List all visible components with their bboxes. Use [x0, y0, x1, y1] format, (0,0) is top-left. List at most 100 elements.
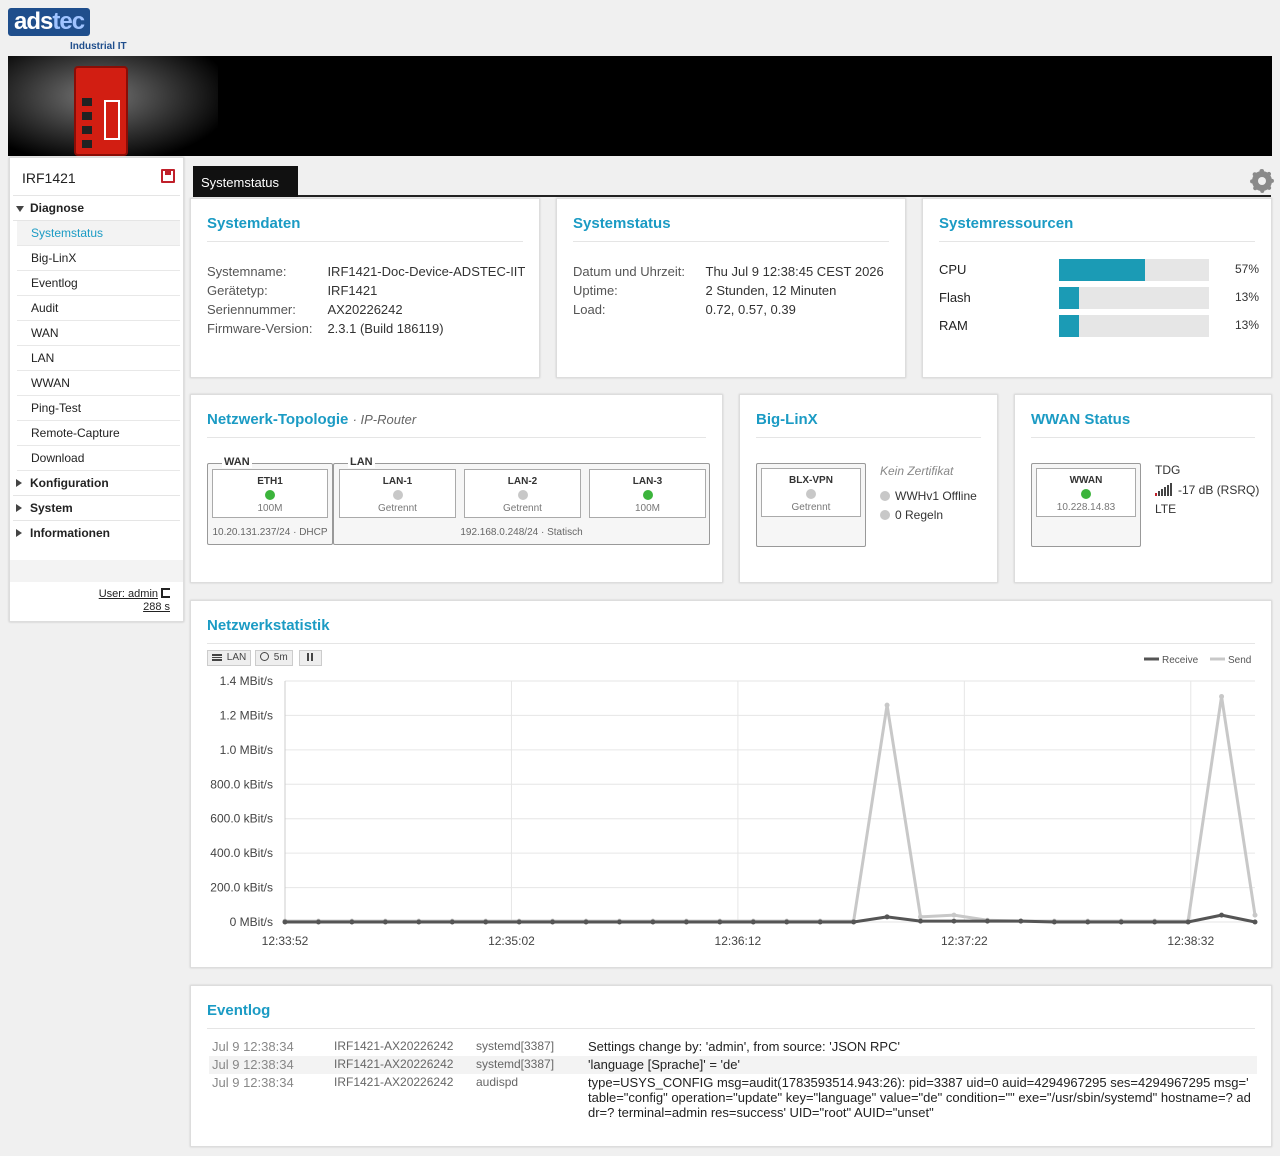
user-link[interactable]: User: admin — [98, 588, 158, 600]
data-point-receive — [1185, 919, 1191, 925]
data-point-receive — [1118, 919, 1124, 925]
wwan-ip: 10.228.14.83 — [1056, 502, 1116, 513]
logo-mark: adstec — [8, 8, 91, 36]
chevron-right-icon — [16, 479, 22, 487]
data-point-receive — [449, 919, 455, 925]
port-name: LAN-3 — [632, 476, 663, 487]
label-seriennummer: Seriennummer: — [207, 302, 296, 317]
port-lan-3[interactable]: LAN-3 100M — [589, 469, 706, 518]
router-device-image — [74, 66, 128, 156]
pause-button[interactable] — [299, 650, 322, 666]
label-geraetetyp: Gerätetyp: — [207, 283, 268, 298]
event-message: Settings change by: 'admin', from source… — [588, 1039, 900, 1054]
sidebar-item-big-linx[interactable]: Big-LinX — [17, 246, 180, 271]
nav-group-system[interactable]: System — [13, 496, 180, 521]
wwan-box[interactable]: WWAN 10.228.14.83 — [1036, 468, 1136, 517]
data-point-receive — [483, 919, 489, 925]
user-info: User: admin 288 s — [10, 588, 183, 614]
sidebar-item-systemstatus[interactable]: Systemstatus — [17, 221, 180, 246]
interval-select-button[interactable]: 5m — [255, 650, 293, 666]
tab-bar: Systemstatus — [193, 165, 1274, 197]
value-geraetetyp: IRF1421 — [327, 283, 378, 298]
resource-label: RAM — [939, 318, 968, 333]
resource-label: CPU — [939, 262, 967, 277]
y-tick-label: 800.0 kBit/s — [210, 777, 273, 791]
card-title: Big-LinX — [756, 411, 981, 438]
logout-icon[interactable] — [161, 588, 170, 598]
series-line-receive — [285, 913, 1256, 924]
card-systemstatus: Systemstatus Datum und Uhrzeit: Thu Jul 9… — [556, 198, 906, 378]
wan-group: WAN ETH1 100M 10.20.131.237/24 · DHCP — [207, 456, 333, 545]
resource-label: Flash — [939, 290, 971, 305]
menu-icon — [212, 654, 222, 661]
x-tick-label: 12:35:02 — [488, 934, 535, 948]
event-host: IRF1421-AX20226242 — [334, 1039, 454, 1053]
event-host: IRF1421-AX20226242 — [334, 1075, 454, 1089]
gear-icon[interactable] — [1250, 169, 1274, 193]
signal-bars-icon — [1155, 483, 1172, 496]
port-lan-2[interactable]: LAN-2 Getrennt — [464, 469, 581, 518]
progress-fill — [1059, 287, 1079, 309]
card-title: Systemdaten — [207, 215, 523, 242]
save-icon[interactable] — [161, 169, 175, 183]
status-led — [880, 491, 890, 501]
network-chart: 0 MBit/s 200.0 kBit/s 400.0 kBit/s 600.0 kB… — [210, 655, 1258, 948]
value-seriennummer: AX20226242 — [327, 302, 403, 317]
topology-subtitle: · IP-Router — [352, 412, 417, 427]
wwan-operator: TDG — [1155, 463, 1181, 477]
nav-group-konfiguration[interactable]: Konfiguration — [13, 471, 180, 496]
interface-select-button[interactable]: LAN — [207, 650, 252, 666]
event-message: 'language [Sprache]' = 'de' — [585, 1056, 1257, 1074]
label-datum: Datum und Uhrzeit: — [573, 264, 685, 279]
tab-systemstatus[interactable]: Systemstatus — [193, 166, 298, 197]
data-point-receive — [416, 919, 422, 925]
sidebar-item-download[interactable]: Download — [17, 446, 180, 471]
port-eth1[interactable]: ETH1 100M — [212, 469, 328, 518]
data-point-receive — [282, 919, 288, 925]
y-tick-label: 200.0 kBit/s — [210, 881, 273, 895]
status-led — [392, 490, 403, 500]
card-title: Netzwerkstatistik — [207, 617, 1255, 644]
lan-info: 192.168.0.248/24 · Statisch — [460, 527, 583, 538]
data-point-receive — [1051, 919, 1057, 925]
progress-bar — [1059, 287, 1209, 309]
certificate-status: Kein Zertifikat — [880, 464, 954, 478]
vpn-box[interactable]: BLX-VPN Getrennt — [761, 468, 861, 517]
event-process: audispd — [476, 1075, 519, 1089]
x-tick-label: 12:36:12 — [715, 934, 762, 948]
card-systemdaten: Systemdaten Systemname: IRF1421-Doc-Devic… — [190, 198, 540, 378]
wwan-signal: -17 dB (RSRQ) — [1155, 482, 1259, 497]
progress-fill — [1059, 315, 1079, 337]
card-netzwerkstatistik: Netzwerkstatistik 0 MBit/s 200.0 kBit/s 40… — [190, 600, 1272, 968]
port-status: 100M — [257, 503, 283, 514]
data-point-receive — [851, 919, 857, 925]
port-status: 100M — [634, 503, 660, 514]
nav-group-informationen[interactable]: Informationen — [13, 521, 180, 546]
vpn-group: BLX-VPN Getrennt — [756, 463, 866, 547]
vpn-status: Getrennt — [791, 502, 831, 513]
y-tick-label: 400.0 kBit/s — [210, 846, 273, 860]
data-point-receive — [884, 914, 890, 920]
logo-text-a: ads — [14, 8, 53, 35]
sidebar-item-eventlog[interactable]: Eventlog — [17, 271, 180, 296]
port-lan-1[interactable]: LAN-1 Getrennt — [339, 469, 456, 518]
nav-group-label: Diagnose — [30, 201, 85, 215]
topology-title: Netzwerk-Topologie — [207, 411, 349, 428]
header-banner — [8, 56, 1272, 156]
sidebar-item-audit[interactable]: Audit — [17, 296, 180, 321]
sidebar-item-wwan[interactable]: WWAN — [17, 371, 180, 396]
nav-group-diagnose[interactable]: Diagnose — [13, 196, 180, 221]
data-point-receive — [750, 919, 756, 925]
value-firmware: 2.3.1 (Build 186119) — [327, 321, 444, 336]
sidebar-item-ping-test[interactable]: Ping-Test — [17, 396, 180, 421]
biglinx-status-2: 0 Regeln — [880, 508, 943, 522]
sidebar-item-remote-capture[interactable]: Remote-Capture — [17, 421, 180, 446]
y-tick-label: 600.0 kBit/s — [210, 812, 273, 826]
data-point-send — [1252, 912, 1258, 918]
x-tick-label: 12:37:22 — [941, 934, 988, 948]
sidebar-item-wan[interactable]: WAN — [17, 321, 180, 346]
systemstatus-table: Datum und Uhrzeit: Thu Jul 9 12:38:45 CES… — [573, 262, 893, 319]
data-point-receive — [583, 919, 589, 925]
sidebar-item-lan[interactable]: LAN — [17, 346, 180, 371]
chevron-down-icon — [16, 206, 24, 212]
